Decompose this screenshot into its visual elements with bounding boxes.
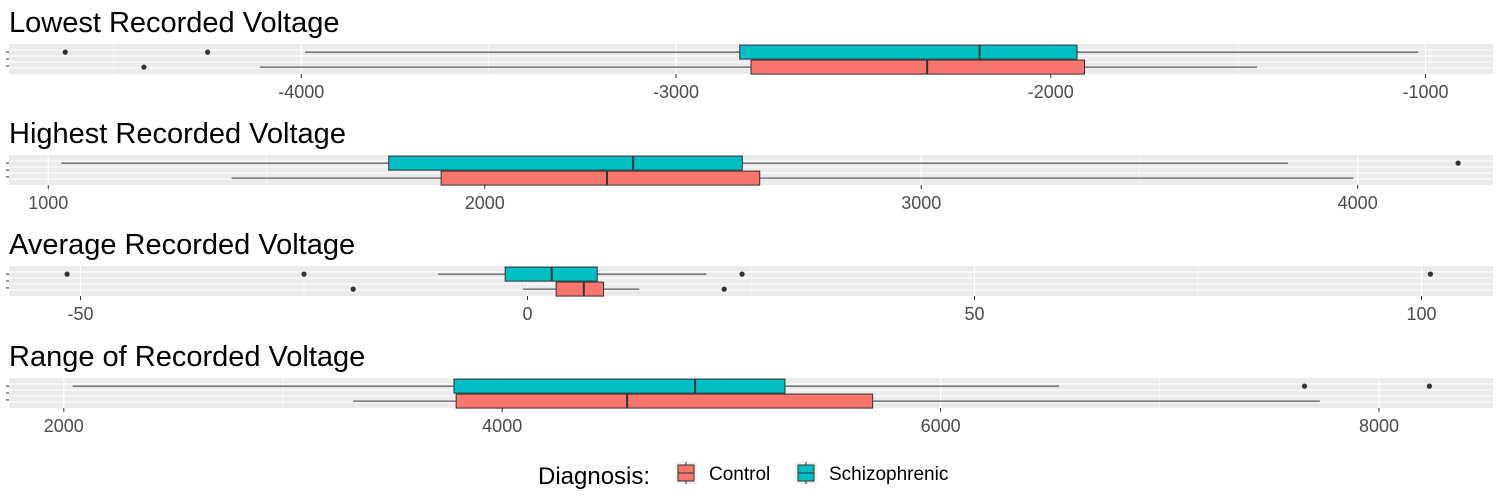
boxplot-control (350, 281, 727, 297)
box (750, 59, 1086, 75)
panel-title: Range of Recorded Voltage (9, 341, 365, 373)
box (455, 393, 874, 409)
boxplot-schizophrenic (62, 44, 1419, 60)
x-tick-label: 0 (522, 304, 532, 324)
x-tick-label: 100 (1406, 304, 1436, 324)
x-tick-label: 4000 (482, 416, 522, 436)
panel-title: Lowest Recorded Voltage (9, 7, 340, 39)
box (440, 170, 761, 186)
panels: Lowest Recorded Voltage -4000 -3000 -2000 -1… (6, 7, 1493, 436)
boxplot-schizophrenic (64, 266, 1434, 282)
x-tick-label: 3000 (901, 193, 941, 213)
boxplot-control (141, 59, 1257, 75)
panel-1: Lowest Recorded Voltage -4000 -3000 -2000 -1… (6, 7, 1493, 102)
box (388, 155, 743, 171)
box (555, 281, 604, 297)
boxplot-schizophrenic (72, 378, 1433, 394)
outlier-point (1426, 383, 1433, 389)
x-tick-label: -2000 (1028, 82, 1074, 102)
outlier-point (739, 271, 745, 277)
legend-label-schizophrenic: Schizophrenic (829, 464, 948, 485)
panel-title: Highest Recorded Voltage (9, 118, 346, 150)
x-tick-label: 2000 (44, 416, 84, 436)
outlier-point (62, 49, 68, 55)
x-tick-label: 1000 (28, 193, 68, 213)
outlier-point (141, 64, 147, 70)
legend-label-control: Control (709, 464, 770, 485)
boxplot-control (231, 170, 1354, 186)
box (739, 44, 1078, 60)
x-tick-label: -3000 (653, 82, 699, 102)
outlier-point (64, 271, 70, 277)
x-tick-label: -1000 (1403, 82, 1449, 102)
legend: Diagnosis: Control Schizophrenic (538, 462, 948, 490)
x-tick-label: 50 (964, 304, 984, 324)
x-tick-label: 6000 (921, 416, 961, 436)
legend-title: Diagnosis: (538, 463, 650, 490)
x-tick-label: -50 (68, 304, 94, 324)
panel-3: Average Recorded Voltage -50 0 50 100 (6, 229, 1493, 324)
panel-title: Average Recorded Voltage (9, 229, 355, 261)
x-tick-label: 8000 (1359, 416, 1399, 436)
outlier-point (350, 286, 356, 292)
box (453, 378, 786, 394)
x-tick-label: 4000 (1338, 193, 1378, 213)
boxplot-schizophrenic (61, 155, 1461, 171)
x-tick-label: -4000 (278, 82, 324, 102)
outlier-point (1455, 160, 1461, 166)
panel-4: Range of Recorded Voltage 2000 4000 6000 800… (6, 341, 1493, 436)
boxplot-control (353, 393, 1320, 409)
outlier-point (1427, 271, 1434, 277)
outlier-point (301, 271, 307, 277)
outlier-point (205, 49, 211, 55)
outlier-point (721, 286, 727, 292)
x-tick-label: 2000 (465, 193, 505, 213)
panel-2: Highest Recorded Voltage 1000 2000 3000 4000 (6, 118, 1493, 213)
outlier-point (1301, 383, 1308, 389)
